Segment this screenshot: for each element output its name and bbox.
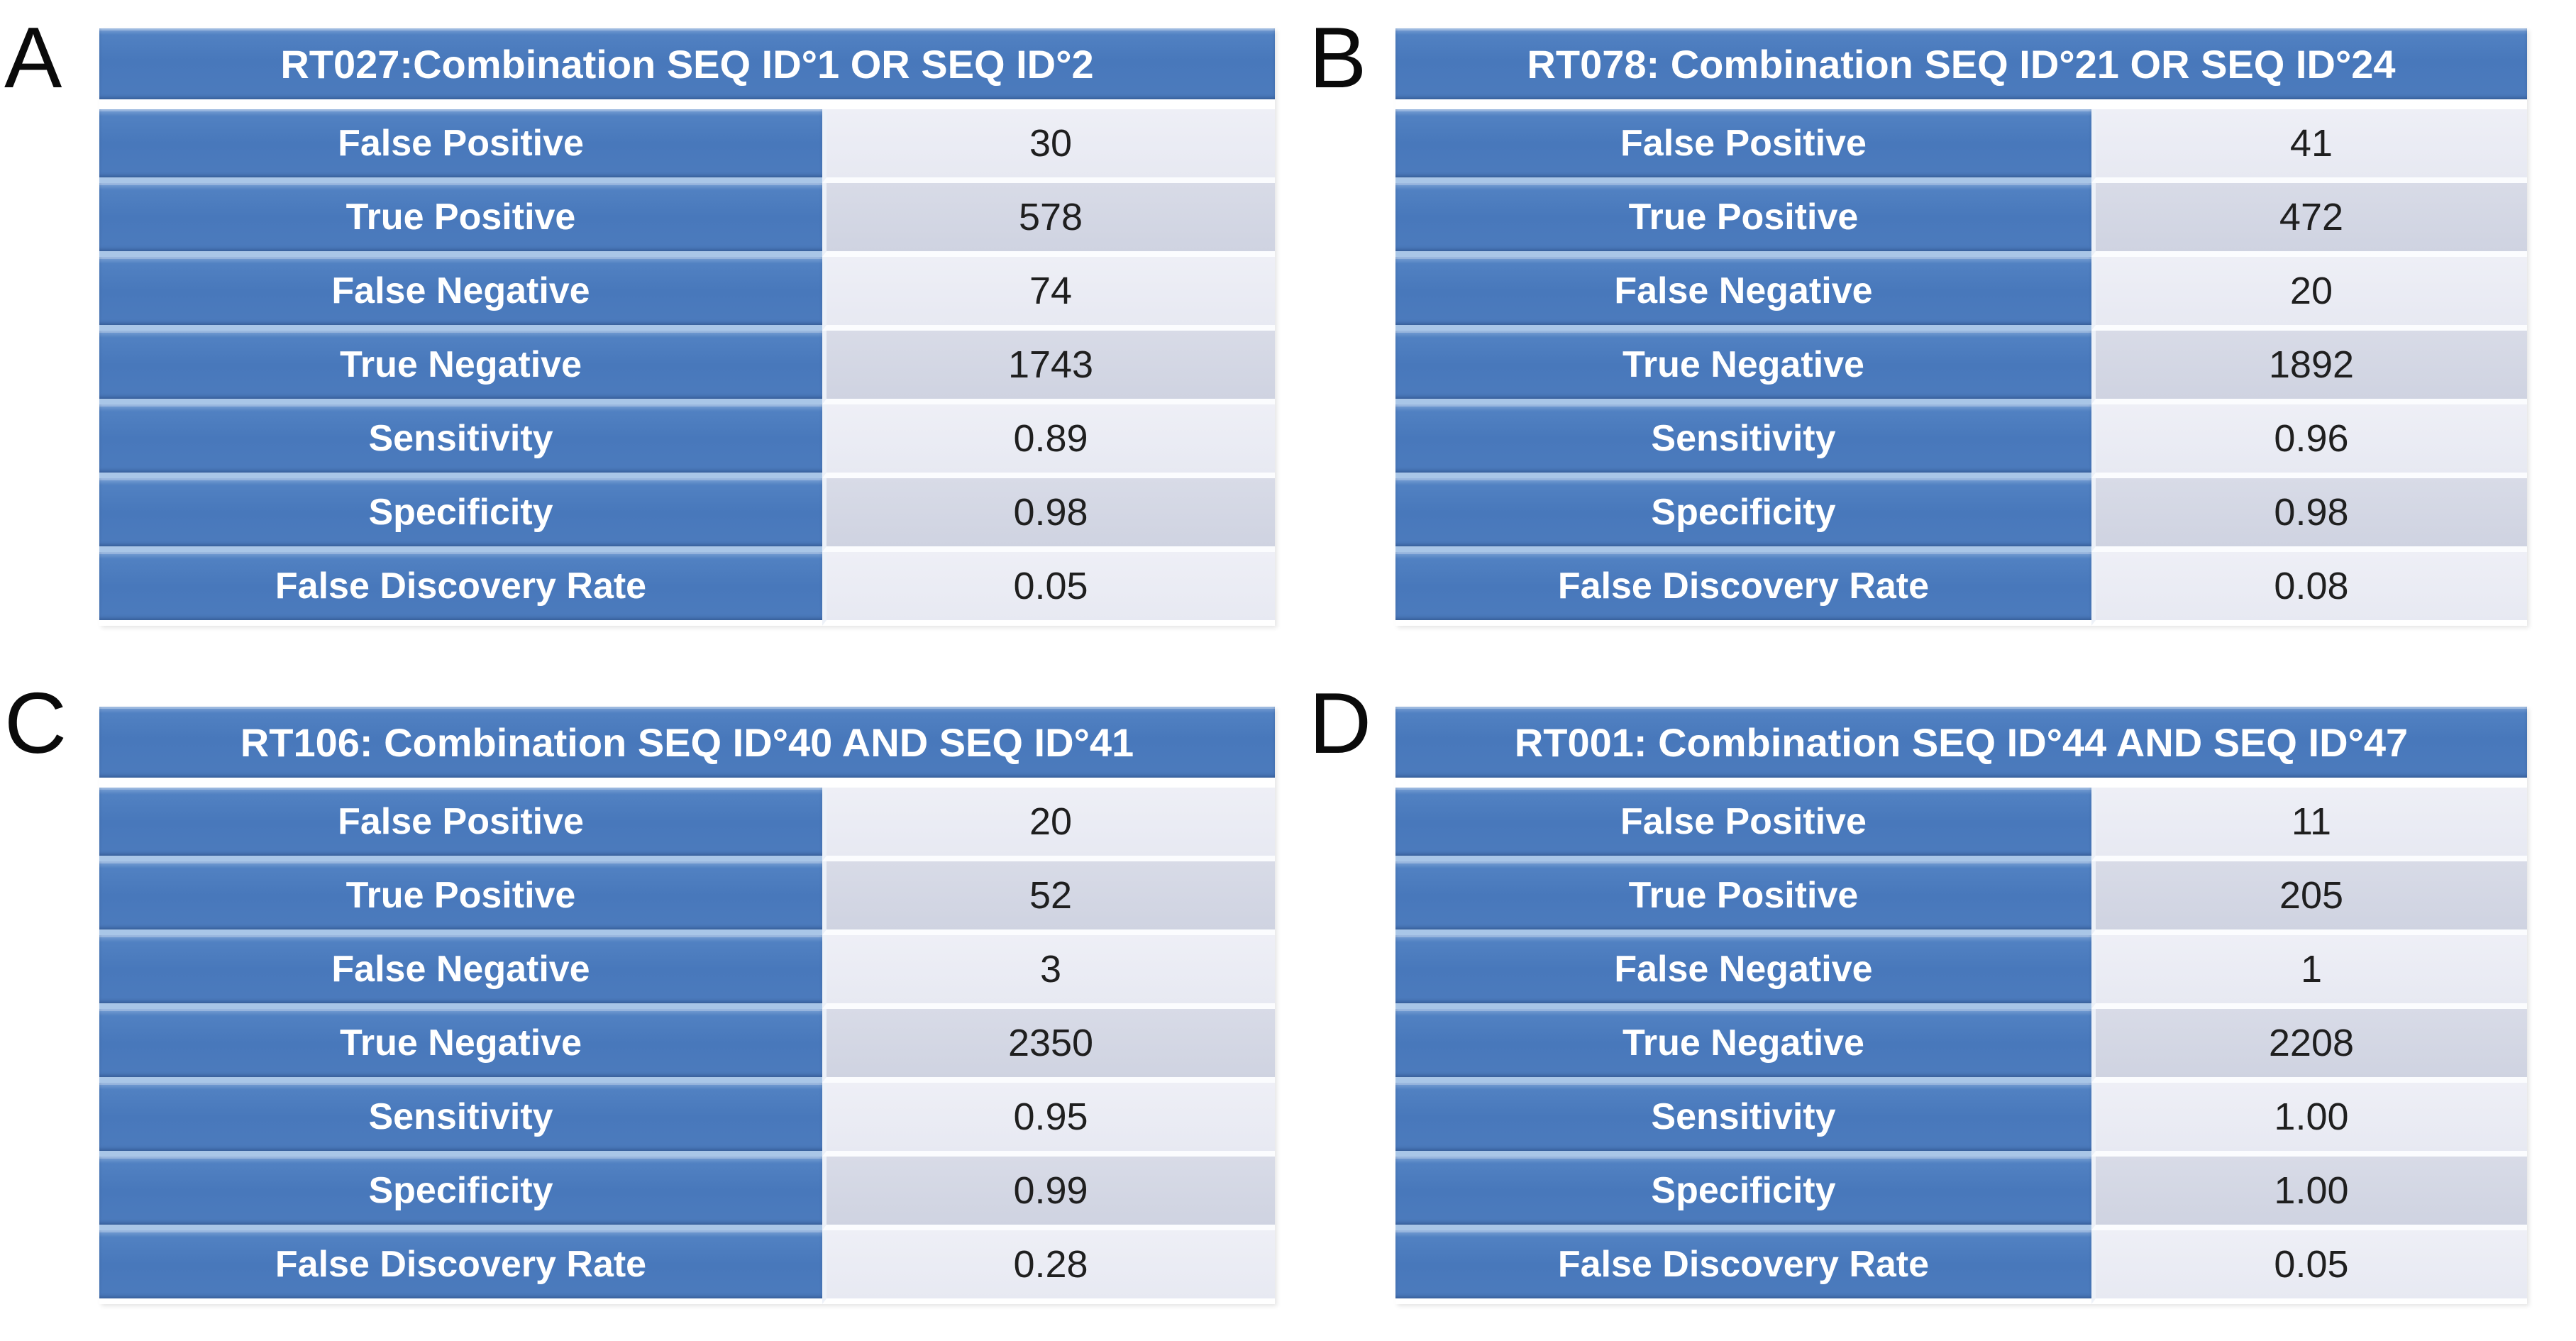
metric-value: 0.08 (2091, 552, 2527, 626)
table-row: True Negative 1743 (99, 331, 1275, 404)
metric-label: False Positive (99, 788, 823, 861)
table-row: False Positive 41 (1395, 109, 2527, 183)
metric-value: 0.98 (2091, 478, 2527, 552)
table-row: False Negative 3 (99, 935, 1275, 1009)
metric-value: 0.05 (2091, 1230, 2527, 1304)
metric-label: True Positive (99, 183, 823, 257)
metric-label: Sensitivity (1395, 1083, 2091, 1157)
metric-label: Sensitivity (99, 1083, 823, 1157)
metric-label: Specificity (1395, 478, 2091, 552)
metric-value: 52 (822, 861, 1275, 935)
metric-value: 0.89 (822, 404, 1275, 478)
metric-value: 0.05 (822, 552, 1275, 626)
metric-value: 1892 (2091, 331, 2527, 404)
metric-label: False Positive (1395, 109, 2091, 183)
metric-value: 205 (2091, 861, 2527, 935)
table-row: Specificity 0.99 (99, 1157, 1275, 1230)
metric-label: True Positive (1395, 861, 2091, 935)
metric-value: 30 (822, 109, 1275, 183)
confusion-table-d: RT001: Combination SEQ ID°44 AND SEQ ID°… (1395, 707, 2527, 1304)
metric-value: 11 (2091, 788, 2527, 861)
metric-value: 0.96 (2091, 404, 2527, 478)
metric-value: 20 (822, 788, 1275, 861)
table-d-title: RT001: Combination SEQ ID°44 AND SEQ ID°… (1395, 707, 2527, 778)
metric-label: False Negative (99, 935, 823, 1009)
metric-value: 0.98 (822, 478, 1275, 552)
metric-value: 578 (822, 183, 1275, 257)
metric-value: 0.28 (822, 1230, 1275, 1304)
metric-label: False Negative (1395, 257, 2091, 331)
metric-label: Specificity (99, 478, 823, 552)
metric-value: 1743 (822, 331, 1275, 404)
metric-label: True Negative (99, 1009, 823, 1083)
metric-label: False Discovery Rate (1395, 552, 2091, 626)
metric-label: Specificity (1395, 1157, 2091, 1230)
table-row: True Positive 578 (99, 183, 1275, 257)
metric-label: False Discovery Rate (99, 1230, 823, 1304)
metric-label: True Positive (1395, 183, 2091, 257)
metric-value: 2208 (2091, 1009, 2527, 1083)
table-row: True Negative 2208 (1395, 1009, 2527, 1083)
metric-label: True Positive (99, 861, 823, 935)
table-row: Specificity 0.98 (99, 478, 1275, 552)
confusion-table-a: RT027:Combination SEQ ID°1 OR SEQ ID°2 F… (99, 28, 1275, 626)
metric-value: 0.95 (822, 1083, 1275, 1157)
metric-label: False Positive (99, 109, 823, 183)
panel-label-c: C (4, 675, 67, 771)
metric-label: True Negative (1395, 1009, 2091, 1083)
table-row: Sensitivity 1.00 (1395, 1083, 2527, 1157)
table-row: Specificity 0.98 (1395, 478, 2527, 552)
table-row: True Negative 2350 (99, 1009, 1275, 1083)
confusion-table-c: RT106: Combination SEQ ID°40 AND SEQ ID°… (99, 707, 1275, 1304)
table-row: Sensitivity 0.89 (99, 404, 1275, 478)
metric-label: False Discovery Rate (99, 552, 823, 626)
table-row: False Negative 1 (1395, 935, 2527, 1009)
table-row: False Discovery Rate 0.05 (99, 552, 1275, 626)
table-row: False Discovery Rate 0.05 (1395, 1230, 2527, 1304)
metric-value: 1 (2091, 935, 2527, 1009)
metric-value: 1.00 (2091, 1083, 2527, 1157)
panel-label-d: D (1309, 675, 1372, 771)
metric-value: 3 (822, 935, 1275, 1009)
table-row: False Discovery Rate 0.28 (99, 1230, 1275, 1304)
table-row: True Negative 1892 (1395, 331, 2527, 404)
panel-label-a: A (4, 9, 62, 106)
metric-value: 20 (2091, 257, 2527, 331)
table-row: True Positive 52 (99, 861, 1275, 935)
table-row: True Positive 205 (1395, 861, 2527, 935)
table-row: Specificity 1.00 (1395, 1157, 2527, 1230)
metric-value: 2350 (822, 1009, 1275, 1083)
confusion-table-b: RT078: Combination SEQ ID°21 OR SEQ ID°2… (1395, 28, 2527, 626)
table-row: False Negative 74 (99, 257, 1275, 331)
table-row: False Positive 30 (99, 109, 1275, 183)
metric-value: 74 (822, 257, 1275, 331)
metric-label: Sensitivity (1395, 404, 2091, 478)
table-row: False Positive 20 (99, 788, 1275, 861)
table-row: False Positive 11 (1395, 788, 2527, 861)
metric-label: False Negative (1395, 935, 2091, 1009)
table-b-title: RT078: Combination SEQ ID°21 OR SEQ ID°2… (1395, 28, 2527, 99)
table-row: Sensitivity 0.96 (1395, 404, 2527, 478)
metric-value: 41 (2091, 109, 2527, 183)
panel-label-b: B (1309, 9, 1367, 106)
metric-value: 1.00 (2091, 1157, 2527, 1230)
metric-label: Sensitivity (99, 404, 823, 478)
table-row: True Positive 472 (1395, 183, 2527, 257)
metric-label: Specificity (99, 1157, 823, 1230)
metric-value: 0.99 (822, 1157, 1275, 1230)
table-row: False Discovery Rate 0.08 (1395, 552, 2527, 626)
table-c-title: RT106: Combination SEQ ID°40 AND SEQ ID°… (99, 707, 1275, 778)
table-row: False Negative 20 (1395, 257, 2527, 331)
metric-value: 472 (2091, 183, 2527, 257)
metric-label: True Negative (99, 331, 823, 404)
table-a-title: RT027:Combination SEQ ID°1 OR SEQ ID°2 (99, 28, 1275, 99)
metric-label: False Discovery Rate (1395, 1230, 2091, 1304)
metric-label: False Negative (99, 257, 823, 331)
metric-label: True Negative (1395, 331, 2091, 404)
metric-label: False Positive (1395, 788, 2091, 861)
table-row: Sensitivity 0.95 (99, 1083, 1275, 1157)
